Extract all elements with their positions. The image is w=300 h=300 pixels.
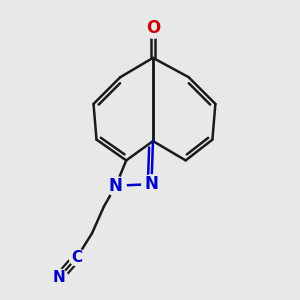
Text: C: C (72, 250, 83, 265)
Text: N: N (53, 270, 66, 285)
Text: N: N (109, 177, 123, 195)
Text: O: O (146, 19, 160, 37)
Text: N: N (145, 175, 158, 193)
